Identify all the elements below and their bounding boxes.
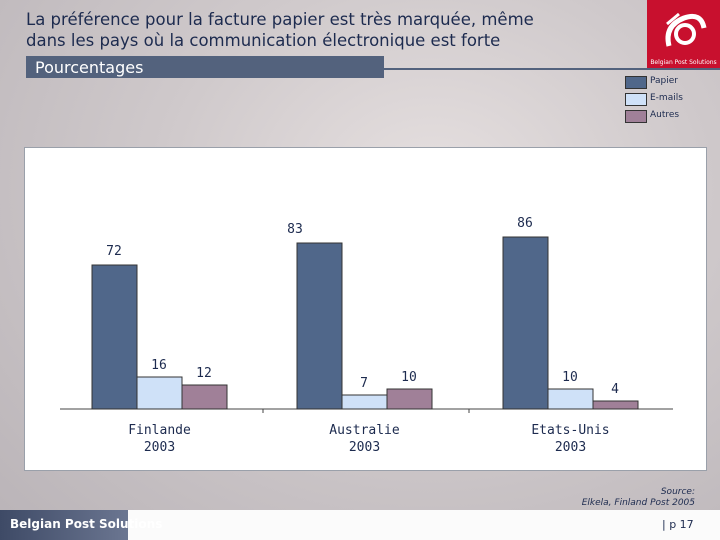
category-label: Australie xyxy=(329,423,400,438)
bar-papier xyxy=(91,264,138,410)
category-label: 2003 xyxy=(555,440,586,455)
data-label: 10 xyxy=(401,370,417,385)
legend-swatch-autres xyxy=(625,110,647,123)
bar-e-mails xyxy=(547,388,594,410)
legend-item-autres: Autres xyxy=(625,110,720,124)
footer-brand-text: Belgian Post Solutions xyxy=(10,517,163,531)
subtitle-bar: Pourcentages xyxy=(26,56,384,78)
category-label: 2003 xyxy=(144,440,175,455)
bar-e-mails xyxy=(341,394,388,410)
bar-papier xyxy=(502,236,549,410)
bar-autres xyxy=(386,388,433,410)
data-label: 16 xyxy=(151,358,167,373)
legend-item-papier: Papier xyxy=(625,76,720,90)
data-label: 7 xyxy=(360,376,368,391)
data-label: 86 xyxy=(517,216,533,231)
source-note: Source: Elkela, Finland Post 2005 xyxy=(520,487,695,509)
legend-swatch-emails xyxy=(625,93,647,106)
bar-papier xyxy=(296,242,343,410)
data-label: 4 xyxy=(611,382,619,397)
bar-autres xyxy=(592,400,639,410)
title-line-1: La préférence pour la facture papier est… xyxy=(26,10,534,29)
category-label: 2003 xyxy=(349,440,380,455)
category-label: Finlande xyxy=(128,423,191,438)
page-title: La préférence pour la facture papier est… xyxy=(26,9,646,51)
legend-label-emails: E-mails xyxy=(650,93,683,103)
source-text: Elkela, Finland Post 2005 xyxy=(581,498,695,508)
footer-brand: Belgian Post Solutions xyxy=(0,510,162,540)
logo-text: Belgian Post Solutions xyxy=(650,59,717,66)
source-label: Source: xyxy=(660,487,695,497)
logo: Belgian Post Solutions xyxy=(647,0,720,70)
page-number: | p 17 xyxy=(662,518,694,531)
legend-item-emails: E-mails xyxy=(625,93,720,107)
data-label: 72 xyxy=(106,244,122,259)
legend-label-autres: Autres xyxy=(650,110,680,120)
footer: Belgian Post Solutions | p 17 xyxy=(0,510,720,540)
legend-label-papier: Papier xyxy=(650,76,678,86)
post-horn-icon xyxy=(665,12,707,47)
chart-panel: 72 16 12 Finlande 2003 83 7 10 Australie 2003 86 10… xyxy=(24,147,707,471)
data-label: 83 xyxy=(287,222,303,237)
bar-e-mails xyxy=(136,376,183,410)
data-label: 12 xyxy=(196,366,212,381)
bar-autres xyxy=(181,384,228,410)
title-line-2: dans les pays où la communication électr… xyxy=(26,31,501,50)
bar-chart: 72 16 12 Finlande 2003 83 7 10 Australie 2003 86 10… xyxy=(60,216,673,455)
title-rule xyxy=(384,68,720,70)
category-label: Etats-Unis xyxy=(531,423,609,438)
legend-swatch-papier xyxy=(625,76,647,89)
data-label: 10 xyxy=(562,370,578,385)
subtitle: Pourcentages xyxy=(35,58,144,77)
